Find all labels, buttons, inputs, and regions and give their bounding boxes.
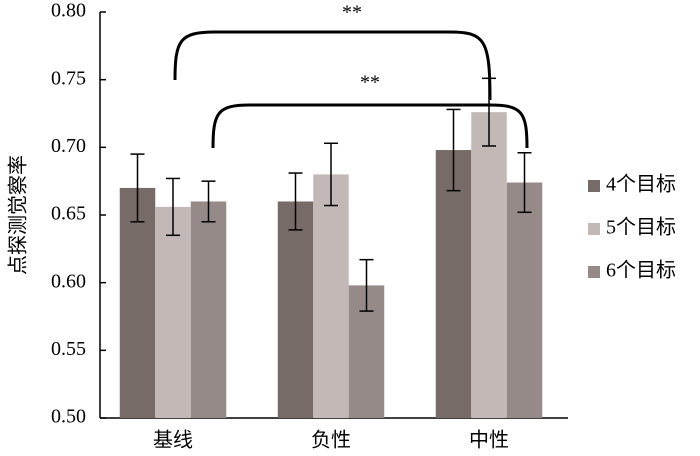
bar: [277, 201, 314, 418]
bar: [506, 182, 543, 418]
legend-label: 4个目标: [606, 173, 676, 196]
x-tick-label: 负性: [311, 429, 351, 452]
bar: [119, 187, 156, 418]
legend-label: 6个目标: [606, 259, 676, 282]
x-tick-label: 基线: [153, 429, 193, 452]
legend-swatch: [588, 266, 600, 278]
y-tick-label: 0.55: [51, 338, 86, 360]
legend-label: 5个目标: [606, 216, 676, 239]
bar: [155, 206, 191, 418]
y-tick-label: 0.50: [51, 406, 86, 428]
significance-bracket: [173, 30, 492, 101]
y-tick-label: 0.75: [51, 67, 86, 89]
y-tick-label: 0.70: [51, 135, 86, 157]
legend-swatch: [588, 223, 600, 235]
y-axis-label: 点探测觉察率: [7, 155, 30, 275]
significance-bracket: [211, 103, 529, 149]
bar: [471, 112, 507, 418]
legend-swatch: [588, 180, 600, 192]
y-tick-label: 0.80: [51, 0, 86, 22]
bar: [313, 174, 349, 418]
bar: [435, 150, 472, 419]
y-tick-label: 0.60: [51, 270, 86, 292]
significance-label: **: [342, 2, 362, 24]
y-tick-label: 0.65: [51, 203, 86, 225]
x-tick-label: 中性: [469, 429, 509, 452]
bar: [190, 201, 227, 418]
significance-label: **: [360, 72, 380, 94]
